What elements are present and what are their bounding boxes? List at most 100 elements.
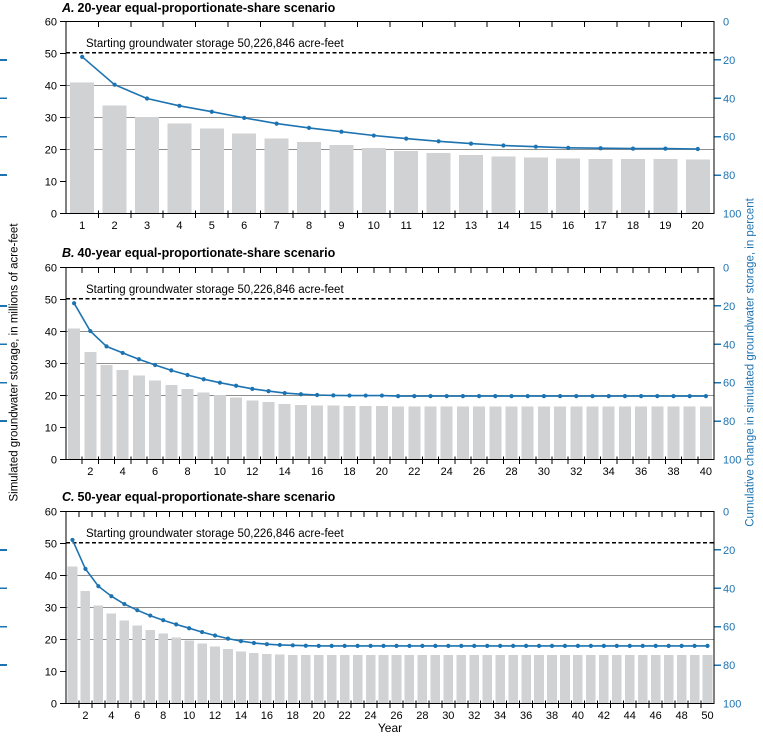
data-point-c-year-43 <box>614 643 619 649</box>
storage-bar-c-year-49 <box>689 655 700 704</box>
x-tick-label-c-26: 26 <box>390 710 402 722</box>
data-point-c-year-47 <box>666 643 671 649</box>
storage-bar-c-year-41 <box>586 655 596 704</box>
storage-bar-c-year-7 <box>145 629 156 704</box>
data-point-c-year-37 <box>536 643 542 649</box>
data-point-c-year-32 <box>472 643 477 649</box>
storage-bar-b-year-20 <box>375 406 388 460</box>
x-tick-label-b-22: 22 <box>408 466 420 478</box>
x-tick-label-c-46: 46 <box>650 710 662 722</box>
storage-bar-c-year-24 <box>365 655 376 704</box>
data-point-c-year-40 <box>575 643 581 649</box>
x-tick-label-a-10: 10 <box>368 220 380 232</box>
x-tick-label-c-18: 18 <box>287 710 299 722</box>
data-point-b-year-5 <box>136 357 141 362</box>
left-tick-label: 10 <box>45 423 57 435</box>
data-point-a-year-3 <box>144 96 150 101</box>
storage-bar-b-year-23 <box>424 406 437 460</box>
data-point-b-year-16 <box>315 392 320 398</box>
panel-b-letter: B. <box>62 246 75 260</box>
data-point-b-year-35 <box>622 394 628 399</box>
storage-bar-c-year-39 <box>560 655 570 704</box>
x-tick-label-a-2: 2 <box>112 220 118 232</box>
data-point-b-year-32 <box>574 394 579 399</box>
data-point-b-year-21 <box>396 394 401 399</box>
data-point-c-year-21 <box>329 643 334 649</box>
storage-bar-c-year-4 <box>106 613 117 704</box>
x-tick-label-a-9: 9 <box>338 220 344 232</box>
left-axis-title: Simulated groundwater storage, in millio… <box>8 223 21 502</box>
storage-bar-a-year-19 <box>653 159 678 214</box>
x-tick-label-a-15: 15 <box>530 220 542 232</box>
x-tick-label-b-34: 34 <box>603 466 615 478</box>
storage-bar-c-year-27 <box>404 655 415 704</box>
data-point-c-year-35 <box>511 643 516 649</box>
data-point-a-year-12 <box>436 139 441 144</box>
cumulative-change-line-a <box>81 56 698 150</box>
storage-bar-a-year-15 <box>523 157 548 214</box>
left-tick-label: 10 <box>45 177 57 189</box>
x-tick-label-c-2: 2 <box>82 710 88 722</box>
x-tick-label-b-38: 38 <box>667 466 679 478</box>
storage-bar-c-year-12 <box>210 646 220 704</box>
storage-bar-b-year-19 <box>359 406 372 460</box>
data-point-b-year-31 <box>558 394 563 399</box>
data-point-a-year-15 <box>533 144 538 149</box>
data-point-c-year-8 <box>161 618 166 623</box>
storage-bar-b-year-22 <box>408 406 421 460</box>
storage-bar-a-year-4 <box>167 123 192 214</box>
storage-bar-c-year-42 <box>599 655 609 704</box>
data-point-a-year-11 <box>404 136 409 141</box>
data-point-a-year-6 <box>242 115 247 120</box>
data-point-c-year-42 <box>601 643 606 649</box>
x-tick-label-c-20: 20 <box>313 710 325 722</box>
data-point-c-year-22 <box>342 643 347 649</box>
left-tick-label: 20 <box>45 145 57 157</box>
data-point-c-year-23 <box>355 643 360 649</box>
data-point-b-year-11 <box>234 383 239 388</box>
storage-bar-c-year-33 <box>482 655 492 704</box>
storage-bar-b-year-5 <box>132 375 145 460</box>
storage-bar-c-year-10 <box>184 640 194 704</box>
panel-a-letter: A. <box>62 1 75 15</box>
right-tick-label: 40 <box>723 339 735 351</box>
data-point-b-year-22 <box>412 394 417 399</box>
x-tick-label-b-12: 12 <box>246 466 258 478</box>
storage-bar-c-year-18 <box>288 654 298 704</box>
right-tick-label: 40 <box>723 93 735 105</box>
left-tick-label: 60 <box>45 507 57 519</box>
data-point-b-year-28 <box>509 394 514 399</box>
left-tick-label: 30 <box>45 603 57 615</box>
data-point-b-year-3 <box>104 344 109 349</box>
left-tick-label: 30 <box>45 113 57 125</box>
storage-bar-c-year-43 <box>612 655 622 704</box>
x-tick-label-b-28: 28 <box>505 466 517 478</box>
data-point-c-year-48 <box>679 643 684 649</box>
panel-b-title-text: 40-year equal-proportionate-share scenar… <box>77 246 336 260</box>
storage-bar-c-year-25 <box>378 655 389 704</box>
storage-bar-a-year-17 <box>588 158 613 214</box>
x-tick-label-c-14: 14 <box>235 710 247 722</box>
data-point-a-year-9 <box>339 129 344 134</box>
storage-bar-b-year-32 <box>570 406 583 460</box>
x-tick-label-c-28: 28 <box>416 710 428 722</box>
x-tick-label-c-24: 24 <box>364 710 376 722</box>
storage-bar-b-year-3 <box>100 364 113 460</box>
left-tick-label: 50 <box>45 295 57 307</box>
data-point-c-year-17 <box>277 642 282 648</box>
data-point-a-year-1 <box>80 54 85 59</box>
storage-bar-a-year-16 <box>556 158 581 214</box>
data-point-c-year-34 <box>498 643 503 649</box>
data-point-b-year-8 <box>185 372 190 378</box>
data-point-b-year-37 <box>655 394 660 399</box>
x-tick-label-a-16: 16 <box>562 220 574 232</box>
storage-bar-c-year-16 <box>262 653 272 704</box>
data-point-b-year-38 <box>671 394 676 399</box>
data-point-c-year-49 <box>692 643 697 649</box>
x-tick-label-c-40: 40 <box>572 710 584 722</box>
x-tick-label-b-40: 40 <box>700 466 712 478</box>
data-point-c-year-39 <box>562 643 568 649</box>
storage-bar-c-year-11 <box>197 643 207 704</box>
left-tick-label: 40 <box>45 81 57 93</box>
right-tick-label: 80 <box>723 170 735 182</box>
